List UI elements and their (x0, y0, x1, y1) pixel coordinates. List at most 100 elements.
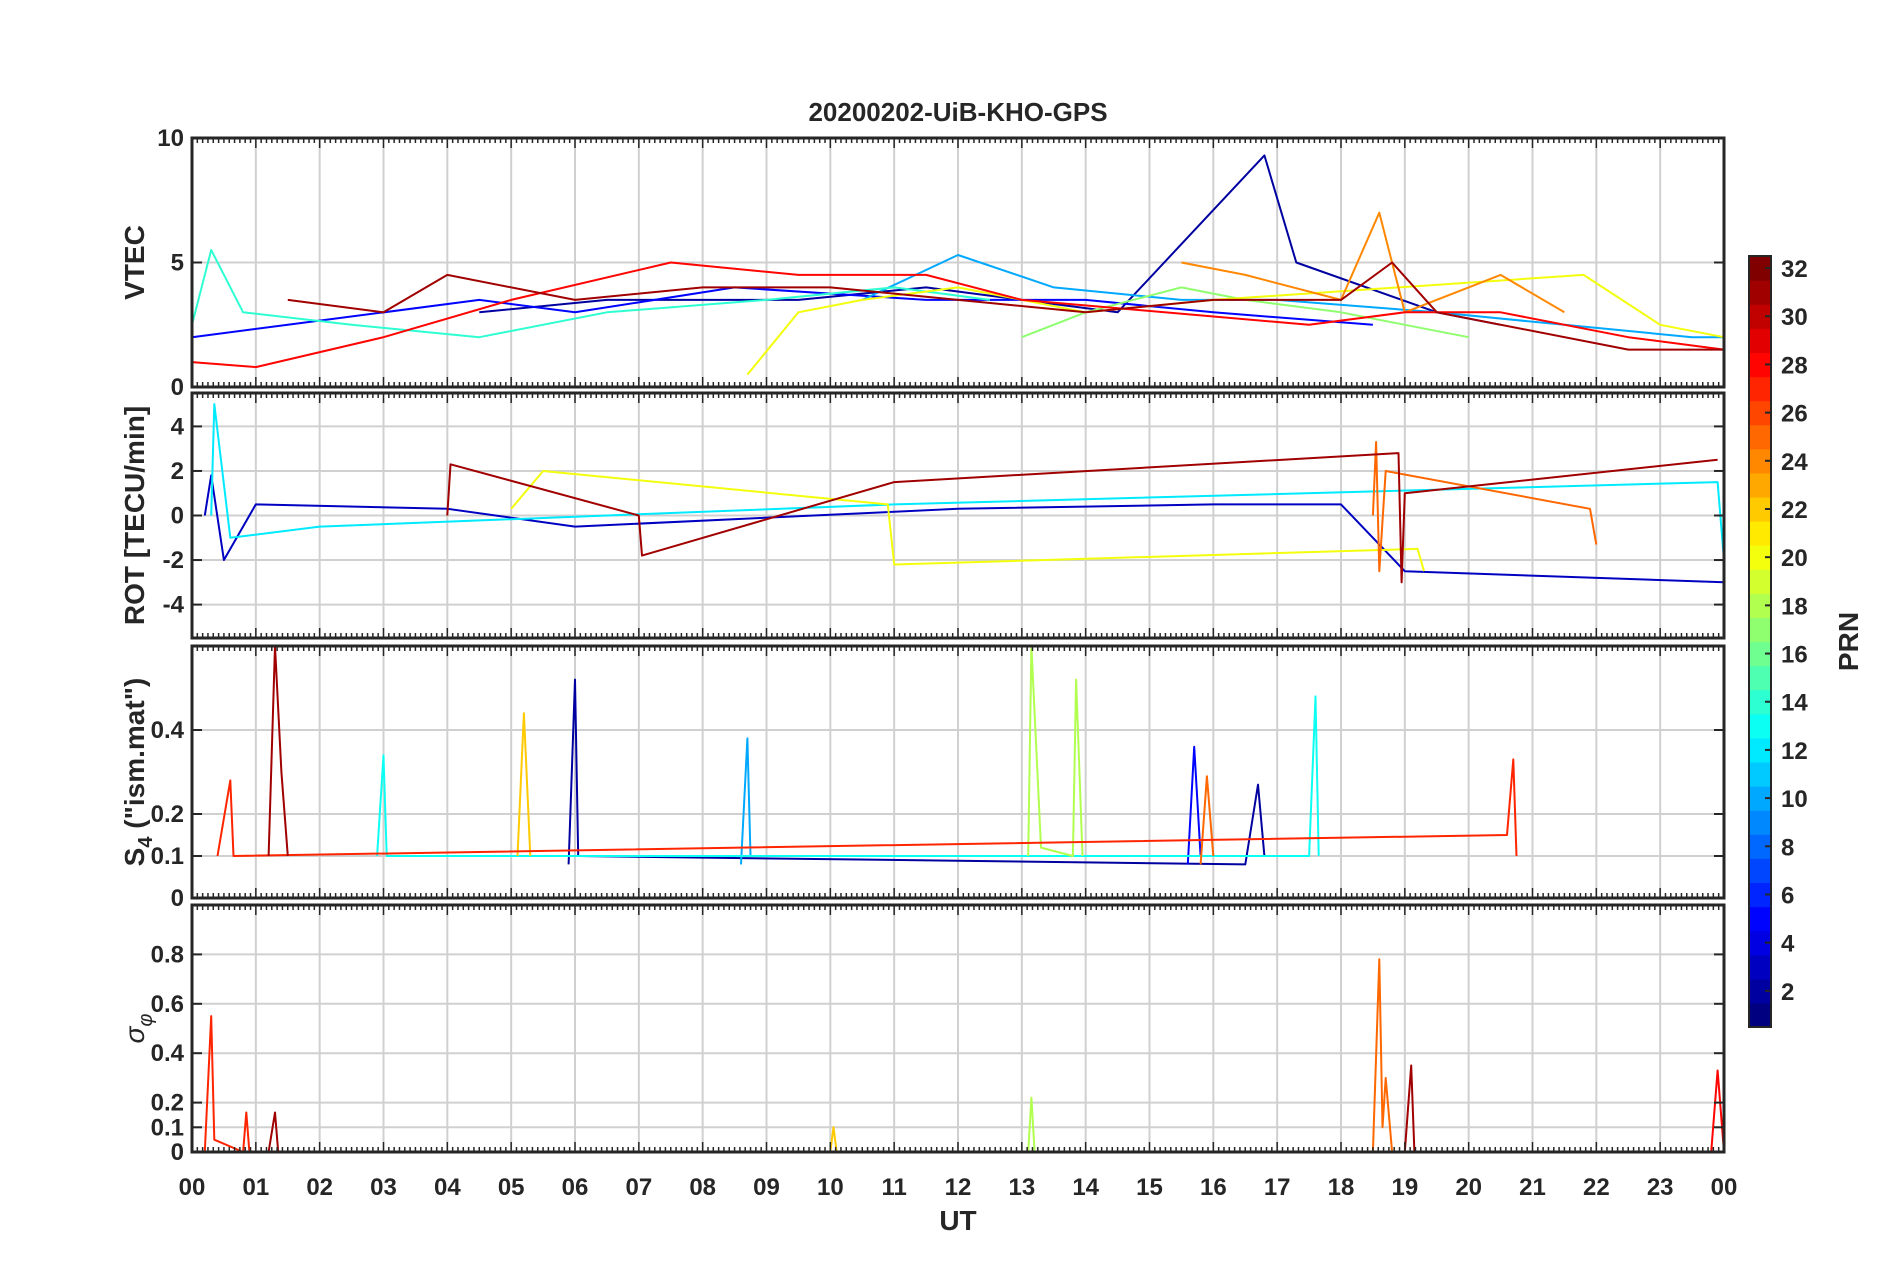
x-tick-label: 10 (817, 1174, 844, 1201)
y-axis-label-s4: S4 ("ism.mat") (119, 678, 157, 867)
y-tick-label: 0 (171, 885, 184, 912)
series-line-prn-12 (210, 403, 1725, 561)
panel-vtec: 0 5 10 VTEC (119, 125, 1726, 401)
y-tick-label: 0.1 (151, 843, 184, 870)
x-tick-label: 00 (179, 1174, 206, 1201)
y-tick-label: 0.1 (151, 1114, 184, 1141)
colorbar-segment (1749, 810, 1771, 835)
colorbar-segment (1749, 472, 1771, 498)
x-tick-label: 06 (562, 1174, 589, 1201)
x-tick-label: 02 (306, 1174, 333, 1201)
colorbar-tick-label: 28 (1781, 352, 1808, 379)
y-tick-label: 0 (171, 1139, 184, 1166)
colorbar-segment (1749, 882, 1771, 908)
x-tick-label: 13 (1008, 1174, 1035, 1201)
axes-frame-s4 (190, 644, 1726, 900)
x-tick-label: 19 (1391, 1174, 1418, 1201)
y-tick-label: 0.6 (151, 991, 184, 1018)
series-line-prn-22 (516, 712, 532, 857)
panel-sigphi: 00.10.2 0.4 0.6 0.8 σφ (119, 903, 1726, 1166)
colorbar-segment (1749, 352, 1771, 378)
x-tick-label: 04 (434, 1174, 461, 1201)
y-tick-label: 5 (171, 250, 184, 277)
colorbar-tick-label: 18 (1781, 593, 1808, 620)
figure-title: 20200202-UiB-KHO-GPS (808, 97, 1107, 127)
y-tick-label: -4 (163, 592, 185, 619)
x-tick-label: 21 (1519, 1174, 1546, 1201)
x-tick-label: 03 (370, 1174, 397, 1201)
colorbar-segment (1749, 400, 1771, 426)
colorbar-segment (1749, 448, 1771, 474)
x-tick-label: 05 (498, 1174, 525, 1201)
series-line-prn-24 (1181, 211, 1565, 314)
series-line-prn-10 (740, 737, 752, 865)
series-line-prn-14 (191, 249, 991, 339)
x-tick-label: 17 (1264, 1174, 1291, 1201)
x-tick-label: 20 (1455, 1174, 1482, 1201)
y-tick-label: 0.2 (151, 1090, 184, 1117)
colorbar-segment (1749, 328, 1771, 353)
colorbar-tick-label: 8 (1781, 834, 1794, 861)
colorbar-frame (1748, 255, 1772, 1028)
colorbar-tick-label: 4 (1781, 931, 1795, 958)
series-line-prn-31 (446, 452, 1718, 584)
x-tick-label: 09 (753, 1174, 780, 1201)
x-tick-label: 16 (1200, 1174, 1227, 1201)
y-tick-label: 0.4 (151, 1040, 185, 1067)
colorbar-segment (1749, 593, 1771, 618)
panel-rot: -4 -2 0 2 4 ROT [TECU/min] (119, 391, 1726, 640)
colorbar-tick-label: 10 (1781, 786, 1808, 813)
series-line-prn-31 (287, 261, 1724, 351)
series-line-prn-27 (216, 758, 1518, 857)
colorbar-tick-label: 2 (1781, 979, 1794, 1006)
colorbar-segment (1749, 1002, 1771, 1028)
colorbar-segment (1749, 569, 1771, 594)
colorbar-label: PRN (1833, 612, 1864, 671)
panel-s4: 0 0.1 0.2 0.4S4 ("ism.mat") (119, 644, 1726, 912)
y-tick-label: -2 (163, 547, 184, 574)
colorbar-tick-label: 22 (1781, 497, 1808, 524)
x-tick-label: 12 (945, 1174, 972, 1201)
colorbar-segment (1749, 930, 1771, 956)
colorbar-tick-label: 14 (1781, 690, 1808, 717)
colorbar-segment (1749, 786, 1771, 811)
x-tick-label: 15 (1136, 1174, 1163, 1201)
x-tick-label: 14 (1072, 1174, 1099, 1201)
colorbar-segment (1749, 496, 1771, 522)
colorbar-segment (1749, 906, 1771, 932)
series-line-prn-27 (203, 1015, 251, 1153)
colorbar-tick-label: 16 (1781, 642, 1808, 669)
axes-frame-rot (190, 391, 1726, 640)
colorbar-tick-label: 12 (1781, 738, 1808, 765)
series-line-prn-25 (1199, 775, 1215, 865)
series-line-prn-5 (1186, 745, 1202, 865)
x-tick-label: 22 (1583, 1174, 1610, 1201)
y-axis-label-vtec: VTEC (119, 225, 150, 300)
y-tick-label: 0 (171, 503, 184, 530)
colorbar-tick-label: 6 (1781, 882, 1794, 909)
y-tick-label: 0 (171, 374, 184, 401)
colorbar-segment (1749, 304, 1771, 329)
series-line-prn-2 (567, 678, 1266, 866)
series-line-prn-13 (376, 695, 1320, 857)
colorbar-segment (1749, 280, 1771, 305)
y-tick-label: 0.2 (151, 801, 184, 828)
colorbar-segment (1749, 761, 1771, 787)
series-line-prn-28 (191, 261, 1725, 369)
colorbar-tick-label: 30 (1781, 304, 1808, 331)
colorbar-segment (1749, 737, 1771, 763)
colorbar-segment (1749, 376, 1771, 402)
colorbar-segment (1749, 617, 1771, 643)
colorbar-tick-label: 24 (1781, 449, 1808, 476)
colorbar-segment (1749, 424, 1771, 450)
colorbar-segment (1749, 689, 1771, 715)
colorbar-tick-label: 32 (1781, 256, 1808, 283)
series-line-prn-25 (1371, 958, 1394, 1153)
series-line-prn-31 (267, 645, 289, 857)
series-line-prn-18 (1027, 645, 1084, 857)
series-line-prn-20 (510, 470, 1425, 572)
x-tick-label: 23 (1647, 1174, 1674, 1201)
